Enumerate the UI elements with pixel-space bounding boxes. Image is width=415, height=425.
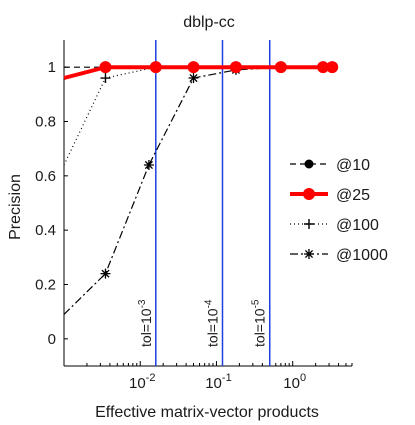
plot-area: 0 0.2 0.4 0.6 0.8 1 10-2 10-1 100 tol=10-3 tol=10-…	[35, 40, 388, 392]
y-tick-label: 0.8	[35, 114, 56, 131]
y-tick-label: 0.6	[35, 168, 56, 185]
series-point-marker	[143, 159, 154, 170]
legend-entry: @25	[290, 187, 370, 204]
y-axis-label: Precision	[7, 174, 24, 240]
series-point-marker	[229, 61, 242, 74]
legend-entry: @10	[290, 157, 370, 174]
y-tick-label: 1	[48, 59, 56, 76]
series-point-marker	[274, 61, 287, 74]
series-point-marker	[304, 249, 314, 259]
series-point-marker	[304, 159, 314, 169]
series-point-marker	[100, 268, 111, 279]
tolerance-label: tol=10-5	[251, 299, 268, 347]
series-at-1000	[63, 62, 338, 315]
series-point-marker	[149, 61, 162, 74]
series-point-marker	[304, 219, 314, 229]
series-line	[63, 65, 333, 80]
y-tick-label: 0	[48, 331, 56, 348]
tolerance-label: tol=10-3	[137, 299, 154, 347]
series-line	[63, 66, 333, 315]
legend-entry: @1000	[290, 247, 388, 264]
legend-label: @25	[336, 187, 370, 204]
legend-entry: @100	[290, 217, 379, 234]
series-line	[63, 66, 333, 166]
series-point-marker	[326, 61, 339, 74]
series-point-marker	[187, 61, 200, 74]
chart-title: dblp-cc	[183, 14, 235, 31]
series-point-marker	[303, 188, 315, 200]
series-at-100	[63, 62, 338, 166]
legend-label: @1000	[336, 247, 388, 264]
x-tick-label: 10-2	[129, 372, 155, 392]
y-tick-label: 0.2	[35, 277, 56, 294]
series-point-marker	[99, 61, 112, 74]
legend-label: @100	[336, 217, 379, 234]
series-point-marker	[188, 73, 199, 84]
x-tick-label: 100	[283, 372, 306, 392]
tolerance-label: tol=10-4	[203, 299, 220, 347]
x-axis-label: Effective matrix-vector products	[95, 404, 319, 421]
x-tick-label: 10-1	[205, 372, 231, 392]
series-point-marker	[100, 73, 111, 84]
series-at-25	[63, 61, 339, 80]
legend-label: @10	[336, 157, 370, 174]
y-tick-label: 0.4	[35, 222, 56, 239]
